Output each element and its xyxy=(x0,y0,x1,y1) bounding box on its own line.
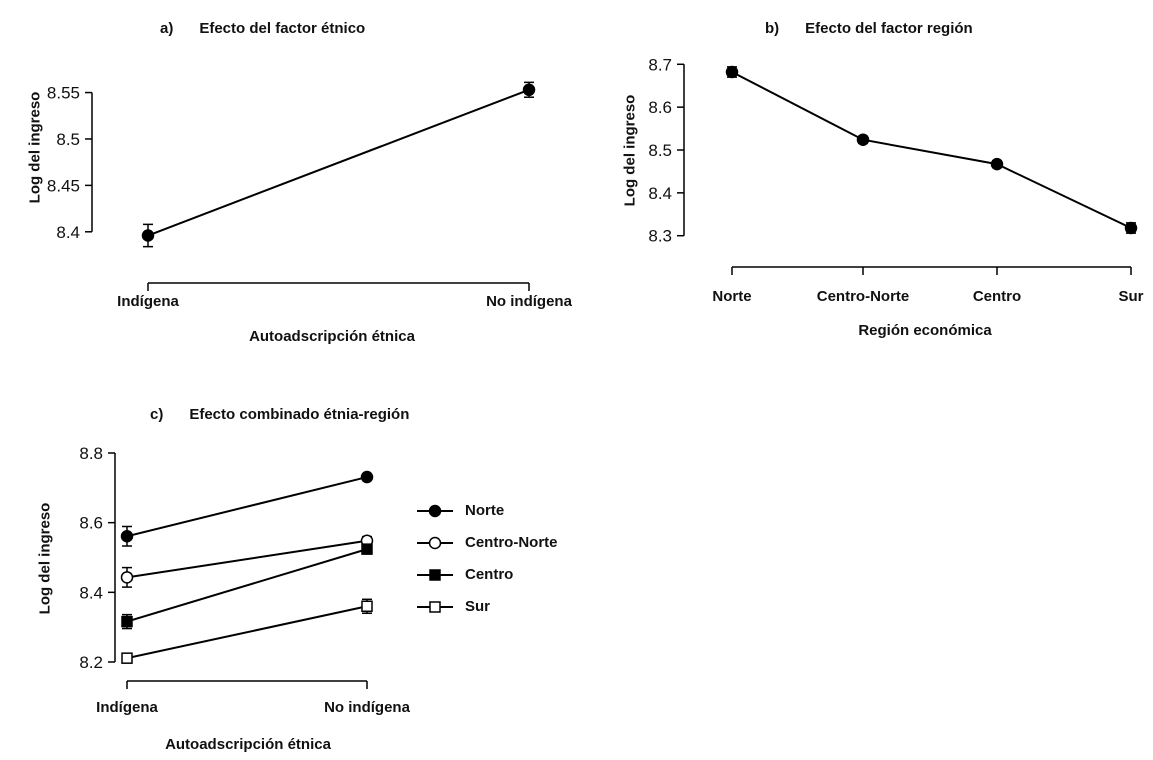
panel-2-series-1-point-0 xyxy=(120,571,134,584)
panel-2-x-tick-label: No indígena xyxy=(324,699,410,716)
panel-2-series-0-point-0 xyxy=(120,530,134,543)
panel-b-title-text: Efecto del factor región xyxy=(805,20,973,37)
panel-b-label: b) xyxy=(765,20,780,37)
panel-2-x-tick-label: Indígena xyxy=(96,699,158,716)
square-filled-marker-icon xyxy=(417,569,453,581)
panel-2-y-tick-label: 8.6 xyxy=(79,514,103,533)
panel-c-xlabel: Autoadscripción étnica xyxy=(165,736,331,753)
legend-label: Centro-Norte xyxy=(465,534,558,551)
panel-b-title: b) Efecto del factor región xyxy=(765,20,973,37)
panel-a-title-text: Efecto del factor étnico xyxy=(199,20,366,37)
legend-label: Centro xyxy=(465,566,514,583)
panel-2-series-3-point-0 xyxy=(121,652,133,664)
panel-a-title: a) Efecto del factor étnico xyxy=(160,20,365,37)
panel-2-series-2-line xyxy=(126,548,368,623)
panel-2-series-0-point-1 xyxy=(360,470,374,484)
panel-0-y-tick-label: 8.4 xyxy=(56,223,80,242)
panel-0-x-tick-label: Indígena xyxy=(117,293,179,310)
panel-2-series-2-point-1 xyxy=(361,543,373,555)
panel-c-legend: Norte Centro-Norte Centro Sur xyxy=(415,498,565,626)
panel-0-series-0-line xyxy=(147,88,530,237)
legend-item-norte: Norte xyxy=(415,498,565,530)
panel-0-series-0-point-0 xyxy=(141,229,155,242)
panel-2-series-0-line xyxy=(126,476,368,538)
panel-c-title: c) Efecto combinado étnia-región xyxy=(150,406,409,423)
legend-item-centro: Centro xyxy=(415,562,565,594)
panel-2-y-tick-label: 8.4 xyxy=(79,583,103,602)
circle-open-marker-icon xyxy=(417,536,453,550)
panel-2-series-1-line xyxy=(126,539,368,579)
panel-1-y-tick-label: 8.5 xyxy=(648,141,672,160)
panel-2-series-2-point-0 xyxy=(121,615,133,628)
panel-2-y-tick-label: 8.8 xyxy=(79,444,103,463)
panel-c-label: c) xyxy=(150,406,164,423)
panel-2-y-tick-label: 8.2 xyxy=(79,653,103,672)
panel-b-xlabel: Región económica xyxy=(858,322,992,339)
panel-1-x-tick-label: Centro xyxy=(973,288,1021,305)
panel-0-y-tick-label: 8.45 xyxy=(47,176,80,195)
panel-1-series-0-point-3 xyxy=(1124,221,1138,235)
panel-0-x-tick-label: No indígena xyxy=(486,293,572,310)
panel-a-label: a) xyxy=(160,20,174,37)
panel-2-series-3-point-1 xyxy=(361,600,373,613)
legend-item-sur: Sur xyxy=(415,594,565,626)
panel-1-y-tick-label: 8.3 xyxy=(648,227,672,246)
panel-1-y-tick-label: 8.7 xyxy=(648,55,672,74)
panel-2-series-3-line xyxy=(126,605,368,660)
legend-label: Sur xyxy=(465,598,491,615)
panel-a-xlabel: Autoadscripción étnica xyxy=(249,328,415,345)
panel-c-title-text: Efecto combinado étnia-región xyxy=(189,406,410,423)
panel-1-series-0-point-0 xyxy=(725,65,739,79)
panel-0-y-tick-label: 8.5 xyxy=(56,130,80,149)
legend-label: Norte xyxy=(465,502,505,519)
panel-1-y-tick-label: 8.4 xyxy=(648,184,672,203)
panel-1-series-0-point-1 xyxy=(856,133,870,146)
panel-1-x-tick-label: Norte xyxy=(712,288,751,305)
panel-1-series-0-point-2 xyxy=(990,157,1004,171)
panel-0-series-0-point-1 xyxy=(522,83,536,97)
panel-1-series-0-line xyxy=(731,71,1132,229)
panel-1-x-tick-label: Centro-Norte xyxy=(817,288,910,305)
circle-filled-marker-icon xyxy=(417,504,453,518)
panel-1-x-tick-label: Sur xyxy=(1118,288,1143,305)
legend-item-centro-norte: Centro-Norte xyxy=(415,530,565,562)
square-open-marker-icon xyxy=(417,601,453,613)
panel-1-y-tick-label: 8.6 xyxy=(648,98,672,117)
panel-0-y-tick-label: 8.55 xyxy=(47,84,80,103)
